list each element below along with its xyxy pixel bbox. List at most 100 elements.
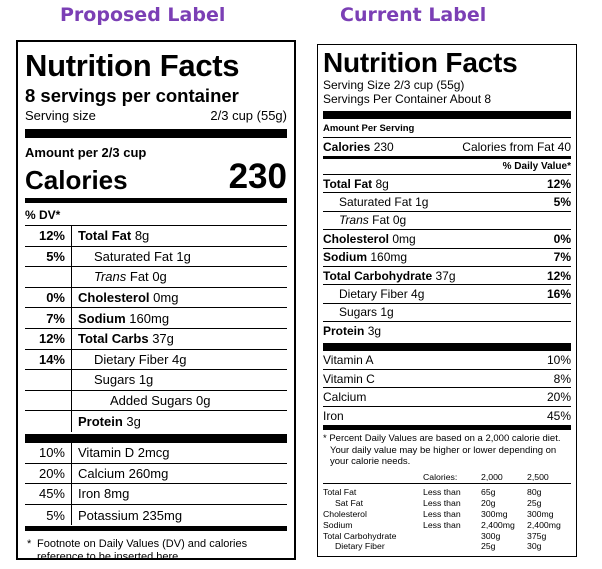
ref-cell: Calories: <box>423 471 481 485</box>
nutrient-name: Sodium <box>78 310 126 326</box>
nutrient-amount: 8g <box>375 176 389 191</box>
ref-row: Sat Fat Less than 20g 25g <box>323 498 571 509</box>
nutrient-name-2: Fat <box>129 269 149 285</box>
nutrient-pct: 14% <box>25 349 72 370</box>
calories-label: Calories <box>25 165 128 195</box>
nutrient-amount: 0g <box>196 393 211 409</box>
vitamin-cell: Calcium 260mg <box>72 466 168 481</box>
ref-cell: 300mg <box>481 508 508 519</box>
ref-cell: 25g <box>527 498 542 509</box>
proposed-dv-header: % DV* <box>25 208 287 226</box>
ref-cell: 2,400mg <box>481 519 515 530</box>
proposed-vitamins: 10% Vitamin D 2mcg 20% Calcium 260mg 45%… <box>25 442 287 526</box>
nutrient-cell: Total Fat 8g <box>323 177 389 191</box>
nutrient-row: Total Carbohydrate 37g 12% <box>323 267 571 286</box>
ref-cell: Dietary Fiber <box>335 541 385 552</box>
nutrient-amount: 3g <box>126 414 141 430</box>
nutrient-cell: Sodium 160mg <box>72 311 169 326</box>
current-title: Nutrition Facts <box>323 47 518 78</box>
nutrient-amount: 37g <box>435 268 456 283</box>
nutrient-name-2: Fat <box>372 213 390 228</box>
nutrient-amount: 0g <box>152 269 167 285</box>
nutrient-pct: 0% <box>553 231 571 246</box>
vitamin-name: Vitamin C <box>323 371 375 386</box>
nutrient-name: Cholesterol <box>323 231 390 246</box>
vitamin-cell: Potassium 235mg <box>72 508 182 523</box>
ref-cell <box>323 471 423 485</box>
nutrient-row: Total Fat 8g 12% <box>323 175 571 194</box>
ref-row: Dietary Fiber 25g 30g <box>323 541 571 552</box>
nutrient-pct: 12% <box>546 176 571 191</box>
nutrient-row: Trans Fat 0g <box>323 212 571 231</box>
ref-cell <box>423 541 481 552</box>
calories-value: 230 <box>373 140 394 154</box>
current-calories-row: Calories 230 Calories from Fat 40 <box>323 138 571 159</box>
nutrient-cell: Total Fat 8g <box>72 228 149 243</box>
ref-cell: 375g <box>527 530 547 541</box>
divider-thick <box>323 111 571 119</box>
vitamin-name: Vitamin D <box>78 445 135 461</box>
nutrient-cell: Trans Fat 0g <box>323 213 406 227</box>
nutrient-amount: 1g <box>138 372 154 388</box>
ref-cell: 300g <box>481 530 501 541</box>
divider-medium <box>25 198 287 203</box>
vitamin-row: Vitamin C 8% <box>323 370 571 389</box>
ref-row: Total Fat Less than 65g 80g <box>323 484 571 498</box>
ref-cell: 2,500 <box>527 471 571 485</box>
serving-size-value: 2/3 cup (55g) <box>210 108 287 123</box>
nutrient-cell: Cholesterol 0mg <box>323 232 416 246</box>
current-serving-size: Serving Size 2/3 cup (55g) <box>323 78 465 92</box>
vitamin-row: 20% Calcium 260mg <box>25 463 287 485</box>
nutrient-amount: 1g <box>380 305 394 320</box>
ref-cell: Less than <box>423 508 461 519</box>
ref-cell: Less than <box>423 519 461 530</box>
nutrient-pct <box>25 411 72 432</box>
ref-cell: Less than <box>423 487 461 498</box>
divider-medium <box>25 526 287 532</box>
ref-cell: Sat Fat <box>335 498 364 509</box>
nutrient-pct: 5% <box>553 195 571 210</box>
nutrient-row: 12% Total Fat 8g <box>25 226 287 247</box>
nutrient-name: Saturated Fat <box>339 195 412 210</box>
daily-values-reference-table: Calories: 2,000 2,500 Total Fat Less tha… <box>323 471 571 553</box>
nutrient-amount: 1g <box>176 248 191 264</box>
calories-from-fat: Calories from Fat 40 <box>462 140 571 154</box>
ref-cell: Less than <box>423 498 461 509</box>
vitamin-pct: 10% <box>25 442 72 463</box>
nutrient-name: Sugars <box>94 372 136 388</box>
nutrient-row: 5% Saturated Fat 1g <box>25 246 287 268</box>
proposed-servings: 8 servings per container <box>25 85 239 106</box>
nutrient-pct: 12% <box>25 226 72 246</box>
calories-cell: Calories 230 <box>323 140 394 154</box>
nutrient-amount: 0mg <box>392 231 416 246</box>
nutrient-cell: Total Carbs 37g <box>72 331 174 346</box>
nutrient-name: Trans <box>339 213 369 228</box>
nutrient-cell: Protein 3g <box>72 414 141 429</box>
nutrient-row: 7% Sodium 160mg <box>25 308 287 329</box>
vitamin-cell: Iron 8mg <box>72 486 129 501</box>
vitamin-pct: 20% <box>25 463 72 484</box>
ref-cell: 20g <box>481 498 496 509</box>
vitamin-amount: 260mg <box>128 465 169 481</box>
calories-value: 230 <box>228 157 287 196</box>
vitamin-name: Potassium <box>78 507 139 523</box>
nutrient-amount: 37g <box>152 331 174 347</box>
nutrient-row: Protein 3g <box>25 411 287 432</box>
nutrient-row: Sodium 160mg 7% <box>323 249 571 267</box>
ref-row: Sodium Less than 2,400mg 2,400mg <box>323 520 571 531</box>
vitamin-amount: 8mg <box>104 486 130 502</box>
nutrient-name: Dietary Fiber <box>339 287 408 302</box>
nutrient-row: Trans Fat 0g <box>25 267 287 288</box>
current-label-heading: Current Label <box>340 4 487 26</box>
footnote-line-1: * Percent Daily Values are based on a 2,… <box>323 433 561 445</box>
vitamin-row: 5% Potassium 235mg <box>25 504 287 526</box>
footnote-line-3: your calorie needs. <box>330 456 411 468</box>
nutrient-cell: Saturated Fat 1g <box>72 249 191 264</box>
nutrient-row: Saturated Fat 1g 5% <box>323 193 571 212</box>
nutrient-cell: Trans Fat 0g <box>72 269 167 284</box>
footnote-star: * <box>27 538 32 551</box>
vitamin-pct: 20% <box>546 389 571 404</box>
nutrient-row: Sugars 1g <box>25 370 287 391</box>
divider-thick <box>25 129 287 138</box>
nutrient-name: Total Carbs <box>78 331 149 347</box>
